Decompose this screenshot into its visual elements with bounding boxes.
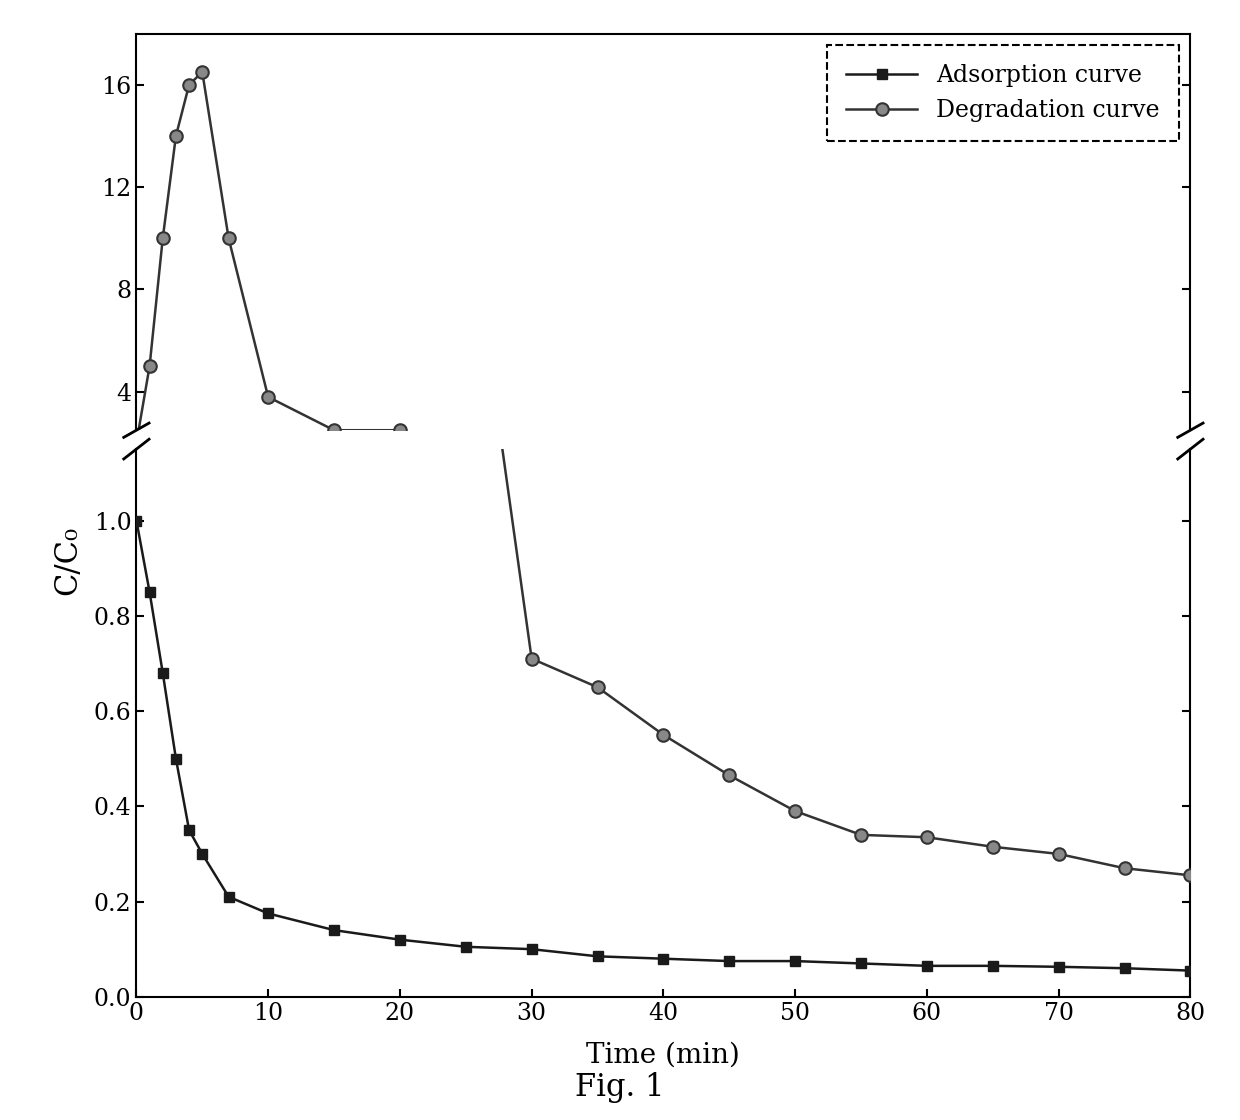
Legend: Adsorption curve, Degradation curve: Adsorption curve, Degradation curve: [827, 46, 1178, 141]
X-axis label: Time (min): Time (min): [587, 1042, 740, 1068]
Text: Fig. 1: Fig. 1: [575, 1072, 665, 1103]
Text: C/C₀: C/C₀: [52, 525, 84, 595]
